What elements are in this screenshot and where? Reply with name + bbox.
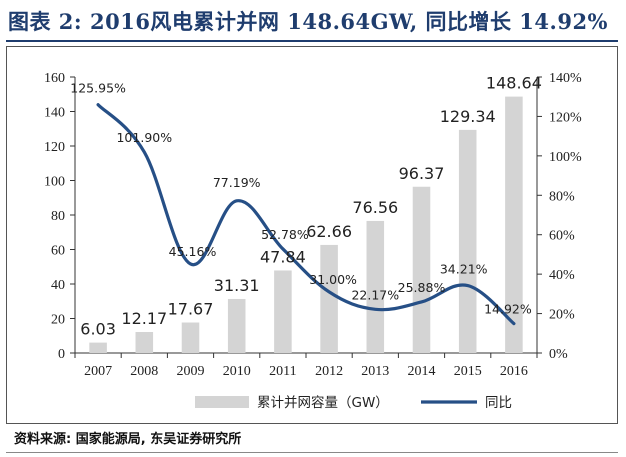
source-note: 资料来源: 国家能源局, 东吴证券研究所 [14, 432, 242, 447]
growth-data-label: 45.16% [169, 244, 217, 259]
y-right-tick-label: 0% [549, 347, 568, 362]
bar [274, 270, 292, 353]
bottom-divider [6, 452, 618, 453]
bar [227, 298, 246, 353]
y-left-tick-label: 100 [44, 175, 65, 190]
y-right-tick-label: 120% [549, 110, 582, 125]
x-tick-label: 2016 [500, 364, 528, 379]
y-right-tick-label: 100% [549, 150, 582, 165]
title-divider [6, 40, 618, 42]
x-tick-label: 2007 [84, 364, 112, 379]
bar [320, 244, 338, 353]
bar [505, 96, 523, 353]
y-left-tick-label: 120 [44, 140, 65, 155]
x-tick-label: 2009 [177, 364, 205, 379]
bar-data-label: 129.34 [440, 107, 496, 126]
x-tick-label: 2012 [315, 364, 343, 379]
bar [135, 332, 154, 353]
bar [458, 129, 477, 353]
y-right-tick-label: 40% [549, 268, 575, 283]
bar-data-label: 12.17 [121, 309, 167, 328]
y-left-tick-label: 60 [51, 244, 65, 259]
growth-data-label: 125.95% [70, 81, 126, 96]
bar-data-label: 17.67 [168, 300, 214, 319]
growth-data-label: 77.19% [213, 175, 261, 190]
growth-data-label: 31.00% [309, 272, 357, 287]
y-right-tick-label: 60% [549, 229, 575, 244]
legend-bar-swatch [195, 396, 249, 408]
y-right-tick-label: 20% [549, 308, 575, 323]
bar [412, 186, 431, 353]
bar-data-label: 31.31 [214, 276, 260, 295]
x-tick-label: 2008 [130, 364, 158, 379]
bar-data-label: 96.37 [399, 164, 445, 183]
chart-frame: 0 20 40 60 80 100 120 140 160 0% 20% 40% 60% 80% 100% 1… [6, 46, 618, 424]
bar-data-label: 6.03 [80, 320, 116, 339]
growth-data-label: 52.78% [261, 227, 309, 242]
growth-data-label: 25.88% [398, 280, 446, 295]
y-left-tick-label: 40 [51, 278, 65, 293]
legend-line-label: 同比 [485, 395, 512, 411]
x-tick-label: 2010 [223, 364, 251, 379]
bar-data-label: 47.84 [260, 247, 306, 266]
growth-data-label: 101.90% [116, 130, 172, 145]
y-right-tick-label: 140% [549, 71, 582, 86]
combo-chart: 0 20 40 60 80 100 120 140 160 0% 20% 40% 60% 80% 100% 1… [44, 71, 582, 411]
growth-data-label: 34.21% [440, 262, 488, 277]
y-left-tick-label: 20 [51, 313, 65, 328]
bar [366, 220, 385, 353]
x-tick-label: 2011 [269, 364, 296, 379]
bar-data-label: 62.66 [306, 222, 352, 241]
x-tick-label: 2014 [408, 364, 436, 379]
y-left-tick-label: 80 [51, 209, 65, 224]
bar [89, 342, 107, 353]
x-tick-label: 2015 [454, 364, 482, 379]
bar-data-label: 148.64 [486, 74, 542, 93]
bar-data-label: 76.56 [352, 198, 398, 217]
bar [181, 322, 200, 353]
chart-title: 图表 2: 2016风电累计并网 148.64GW, 同比增长 14.92% [8, 9, 609, 34]
growth-data-label: 14.92% [484, 302, 532, 317]
growth-line [96, 103, 516, 326]
y-left-tick-label: 140 [44, 106, 65, 121]
x-tick-label: 2013 [361, 364, 389, 379]
y-left-tick-label: 160 [44, 71, 65, 86]
y-left-tick-label: 0 [58, 347, 65, 362]
growth-data-label: 22.17% [351, 287, 399, 302]
y-right-tick-label: 80% [549, 189, 575, 204]
legend-bar-label: 累计并网容量（GW） [257, 394, 389, 411]
